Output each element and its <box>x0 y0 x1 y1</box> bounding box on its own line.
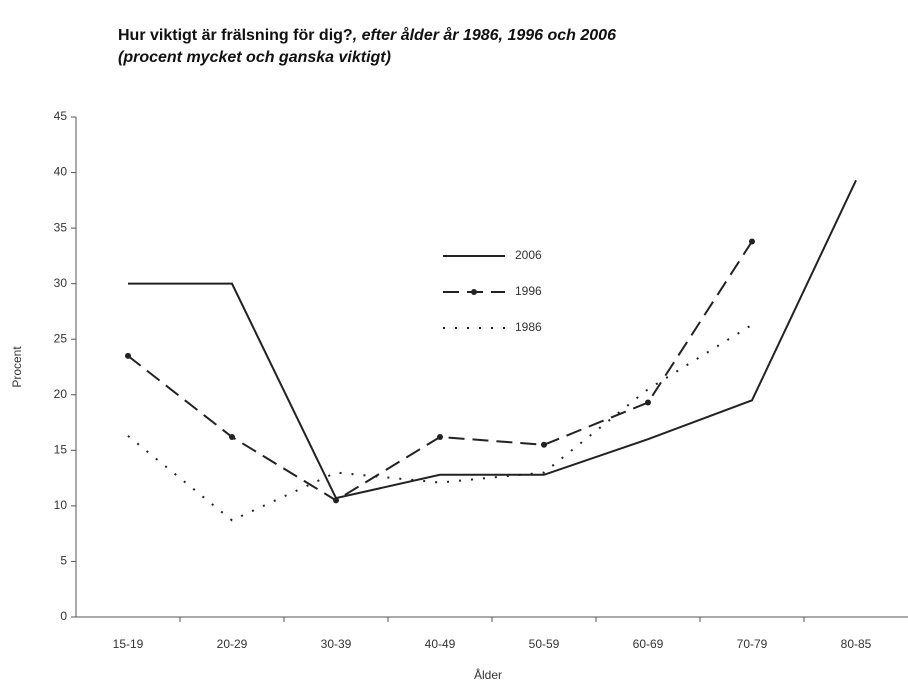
y-tick-label: 40 <box>54 165 68 179</box>
x-tick-label: 70-79 <box>737 637 768 651</box>
chart-title: Hur viktigt är frälsning för dig? <box>118 27 353 44</box>
x-tick-label: 80-85 <box>841 637 872 651</box>
x-tick-label: 15-19 <box>113 637 144 651</box>
x-axis-label: Ålder <box>474 667 502 682</box>
legend-marker <box>471 289 477 295</box>
legend-label: 2006 <box>515 248 542 262</box>
y-tick-label: 35 <box>54 220 68 234</box>
y-tick-label: 30 <box>54 276 68 290</box>
y-tick-label: 10 <box>54 498 68 512</box>
x-tick-label: 30-39 <box>321 637 352 651</box>
point-marker <box>229 434 235 440</box>
y-tick-label: 15 <box>54 443 68 457</box>
chart-title-line: Hur viktigt är frälsning för dig?, efter… <box>118 26 616 44</box>
point-marker <box>645 399 651 406</box>
point-marker <box>125 352 131 359</box>
chart-subtitle: (procent mycket och ganska viktigt) <box>118 49 391 66</box>
y-axis-label: Procent <box>10 346 24 388</box>
y-tick-label: 0 <box>60 609 67 623</box>
y-tick-label: 20 <box>54 387 68 401</box>
series-line <box>128 179 857 500</box>
point-marker <box>541 441 547 448</box>
x-tick-label: 60-69 <box>633 637 664 651</box>
x-tick-label: 50-59 <box>529 637 560 651</box>
y-tick-label: 25 <box>54 331 68 345</box>
series-line <box>127 323 753 522</box>
legend-label: 1996 <box>515 284 542 298</box>
series-line <box>127 240 753 502</box>
point-marker <box>437 434 443 440</box>
y-tick-label: 5 <box>60 554 67 568</box>
point-marker <box>333 497 339 504</box>
x-tick-label: 40-49 <box>425 637 456 651</box>
x-tick-label: 20-29 <box>217 637 248 651</box>
chart-title-italic: , efter ålder år 1986, 1996 och 2006 <box>352 26 616 44</box>
point-marker <box>749 238 755 245</box>
y-tick-label: 45 <box>54 109 68 123</box>
legend-label: 1986 <box>515 320 542 334</box>
